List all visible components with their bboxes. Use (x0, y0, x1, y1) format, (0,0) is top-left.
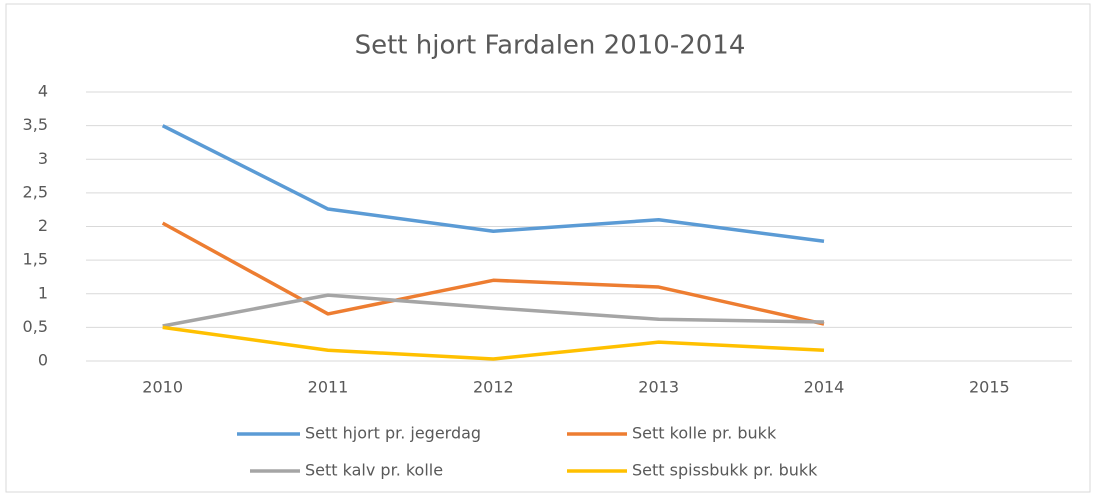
legend-label: Sett kalv pr. kolle (305, 461, 443, 480)
x-tick-label: 2011 (308, 378, 349, 397)
legend-label: Sett hjort pr. jegerdag (305, 424, 481, 443)
y-tick-label: 1 (38, 283, 48, 302)
series-line (161, 221, 825, 326)
y-tick-label: 3,5 (23, 115, 48, 134)
series-line (162, 325, 825, 361)
y-tick-label: 0,5 (23, 317, 48, 336)
chart-frame (5, 3, 1091, 493)
legend-label: Sett spissbukk pr. bukk (632, 461, 818, 480)
x-tick-label: 2013 (638, 378, 679, 397)
y-tick-label: 1,5 (23, 250, 48, 269)
x-tick-label: 2015 (969, 378, 1010, 397)
x-tick-label: 2012 (473, 378, 514, 397)
series-line (162, 293, 825, 328)
y-tick-label: 4 (38, 82, 48, 101)
x-tick-label: 2014 (804, 378, 845, 397)
series-line (161, 124, 825, 244)
chart-title: Sett hjort Fardalen 2010-2014 (355, 31, 746, 61)
y-tick-label: 3 (38, 149, 48, 168)
y-tick-label: 2,5 (23, 182, 48, 201)
y-tick-label: 0 (38, 351, 48, 370)
x-tick-label: 2010 (142, 378, 183, 397)
y-tick-label: 2 (38, 216, 48, 235)
legend-label: Sett kolle pr. bukk (632, 424, 777, 443)
